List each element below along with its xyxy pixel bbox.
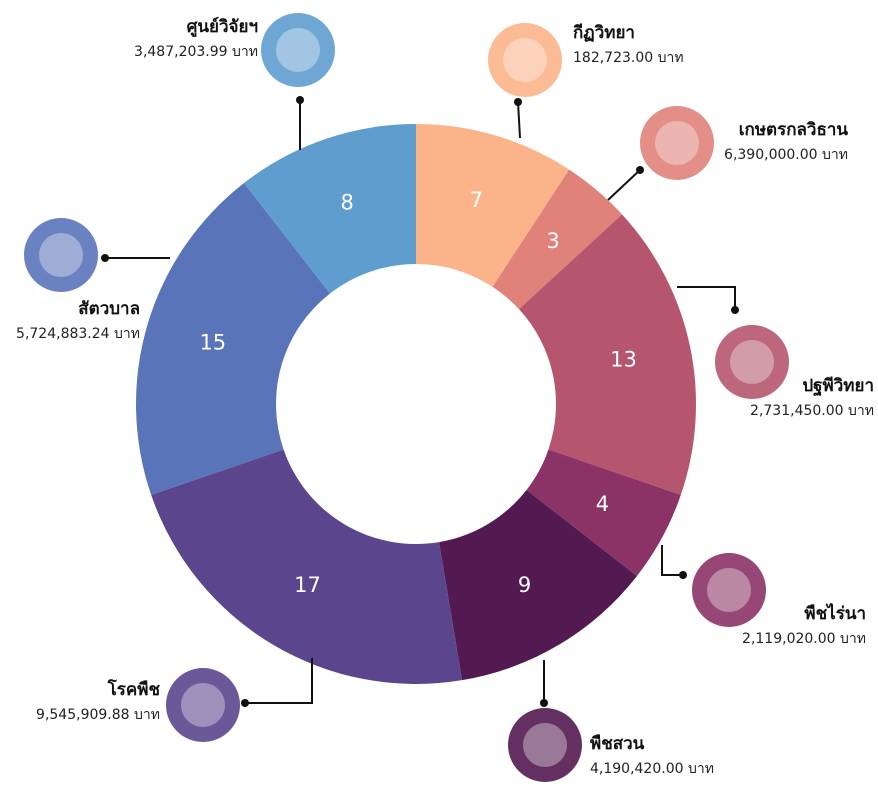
icon-inner <box>276 28 320 72</box>
amount-label: 2,731,450.00 บาท <box>750 403 874 419</box>
amount-label: 3,487,203.99 บาท <box>134 44 258 60</box>
icon-inner <box>503 38 547 82</box>
amount-label: 9,545,909.88 บาท <box>36 707 160 723</box>
category-name: สัตวบาล <box>78 299 140 319</box>
icon-inner <box>730 340 774 384</box>
category-name: โรคพืช <box>107 679 161 700</box>
amount-label: 2,119,020.00 บาท <box>742 631 866 647</box>
leader-line <box>677 287 735 310</box>
leader-line <box>608 170 640 200</box>
category-name: กีฏวิทยา <box>573 22 635 43</box>
segment-label: 9 <box>518 573 531 597</box>
category-name: ศูนย์วิจัยฯ <box>187 16 258 38</box>
leader-line <box>245 658 312 703</box>
category-name: เกษตรกลวิธาน <box>739 120 849 140</box>
category-name: พืชสวน <box>590 733 645 754</box>
leader-dot <box>514 98 522 106</box>
leader-line <box>518 102 520 138</box>
amount-label: 4,190,420.00 บาท <box>590 761 714 777</box>
leader-dot <box>636 166 644 174</box>
icon-inner <box>181 683 225 727</box>
amount-label: 182,723.00 บาท <box>573 50 684 66</box>
category-name: พืชไร่นา <box>804 603 866 624</box>
donut-segment <box>151 449 462 684</box>
leader-dot <box>241 699 249 707</box>
leader-dot <box>296 96 304 104</box>
leader-dot <box>679 571 687 579</box>
chart: 7 3 13 4 9 17 15 8 กีฏวิทยา 182,723.00 บาทเกษตรกล… <box>0 0 878 782</box>
icon-inner <box>39 233 83 277</box>
segment-label: 4 <box>596 492 609 516</box>
segment-label: 8 <box>340 190 353 214</box>
amount-label: 5,724,883.24 บาท <box>16 326 140 342</box>
icon-inner <box>655 121 699 165</box>
leader-dot <box>540 699 548 707</box>
leader-line <box>662 545 683 575</box>
segment-label: 3 <box>546 229 559 253</box>
segment-label: 13 <box>610 347 637 371</box>
icon-inner <box>707 568 751 612</box>
segment-label: 15 <box>199 331 226 355</box>
segment-label: 17 <box>294 573 321 597</box>
leader-dot <box>101 254 109 262</box>
leader-dot <box>731 306 739 314</box>
icon-inner <box>523 723 567 767</box>
amount-label: 6,390,000.00 บาท <box>724 147 848 163</box>
segment-label: 7 <box>470 188 483 212</box>
category-name: ปฐพีวิทยา <box>802 375 874 397</box>
